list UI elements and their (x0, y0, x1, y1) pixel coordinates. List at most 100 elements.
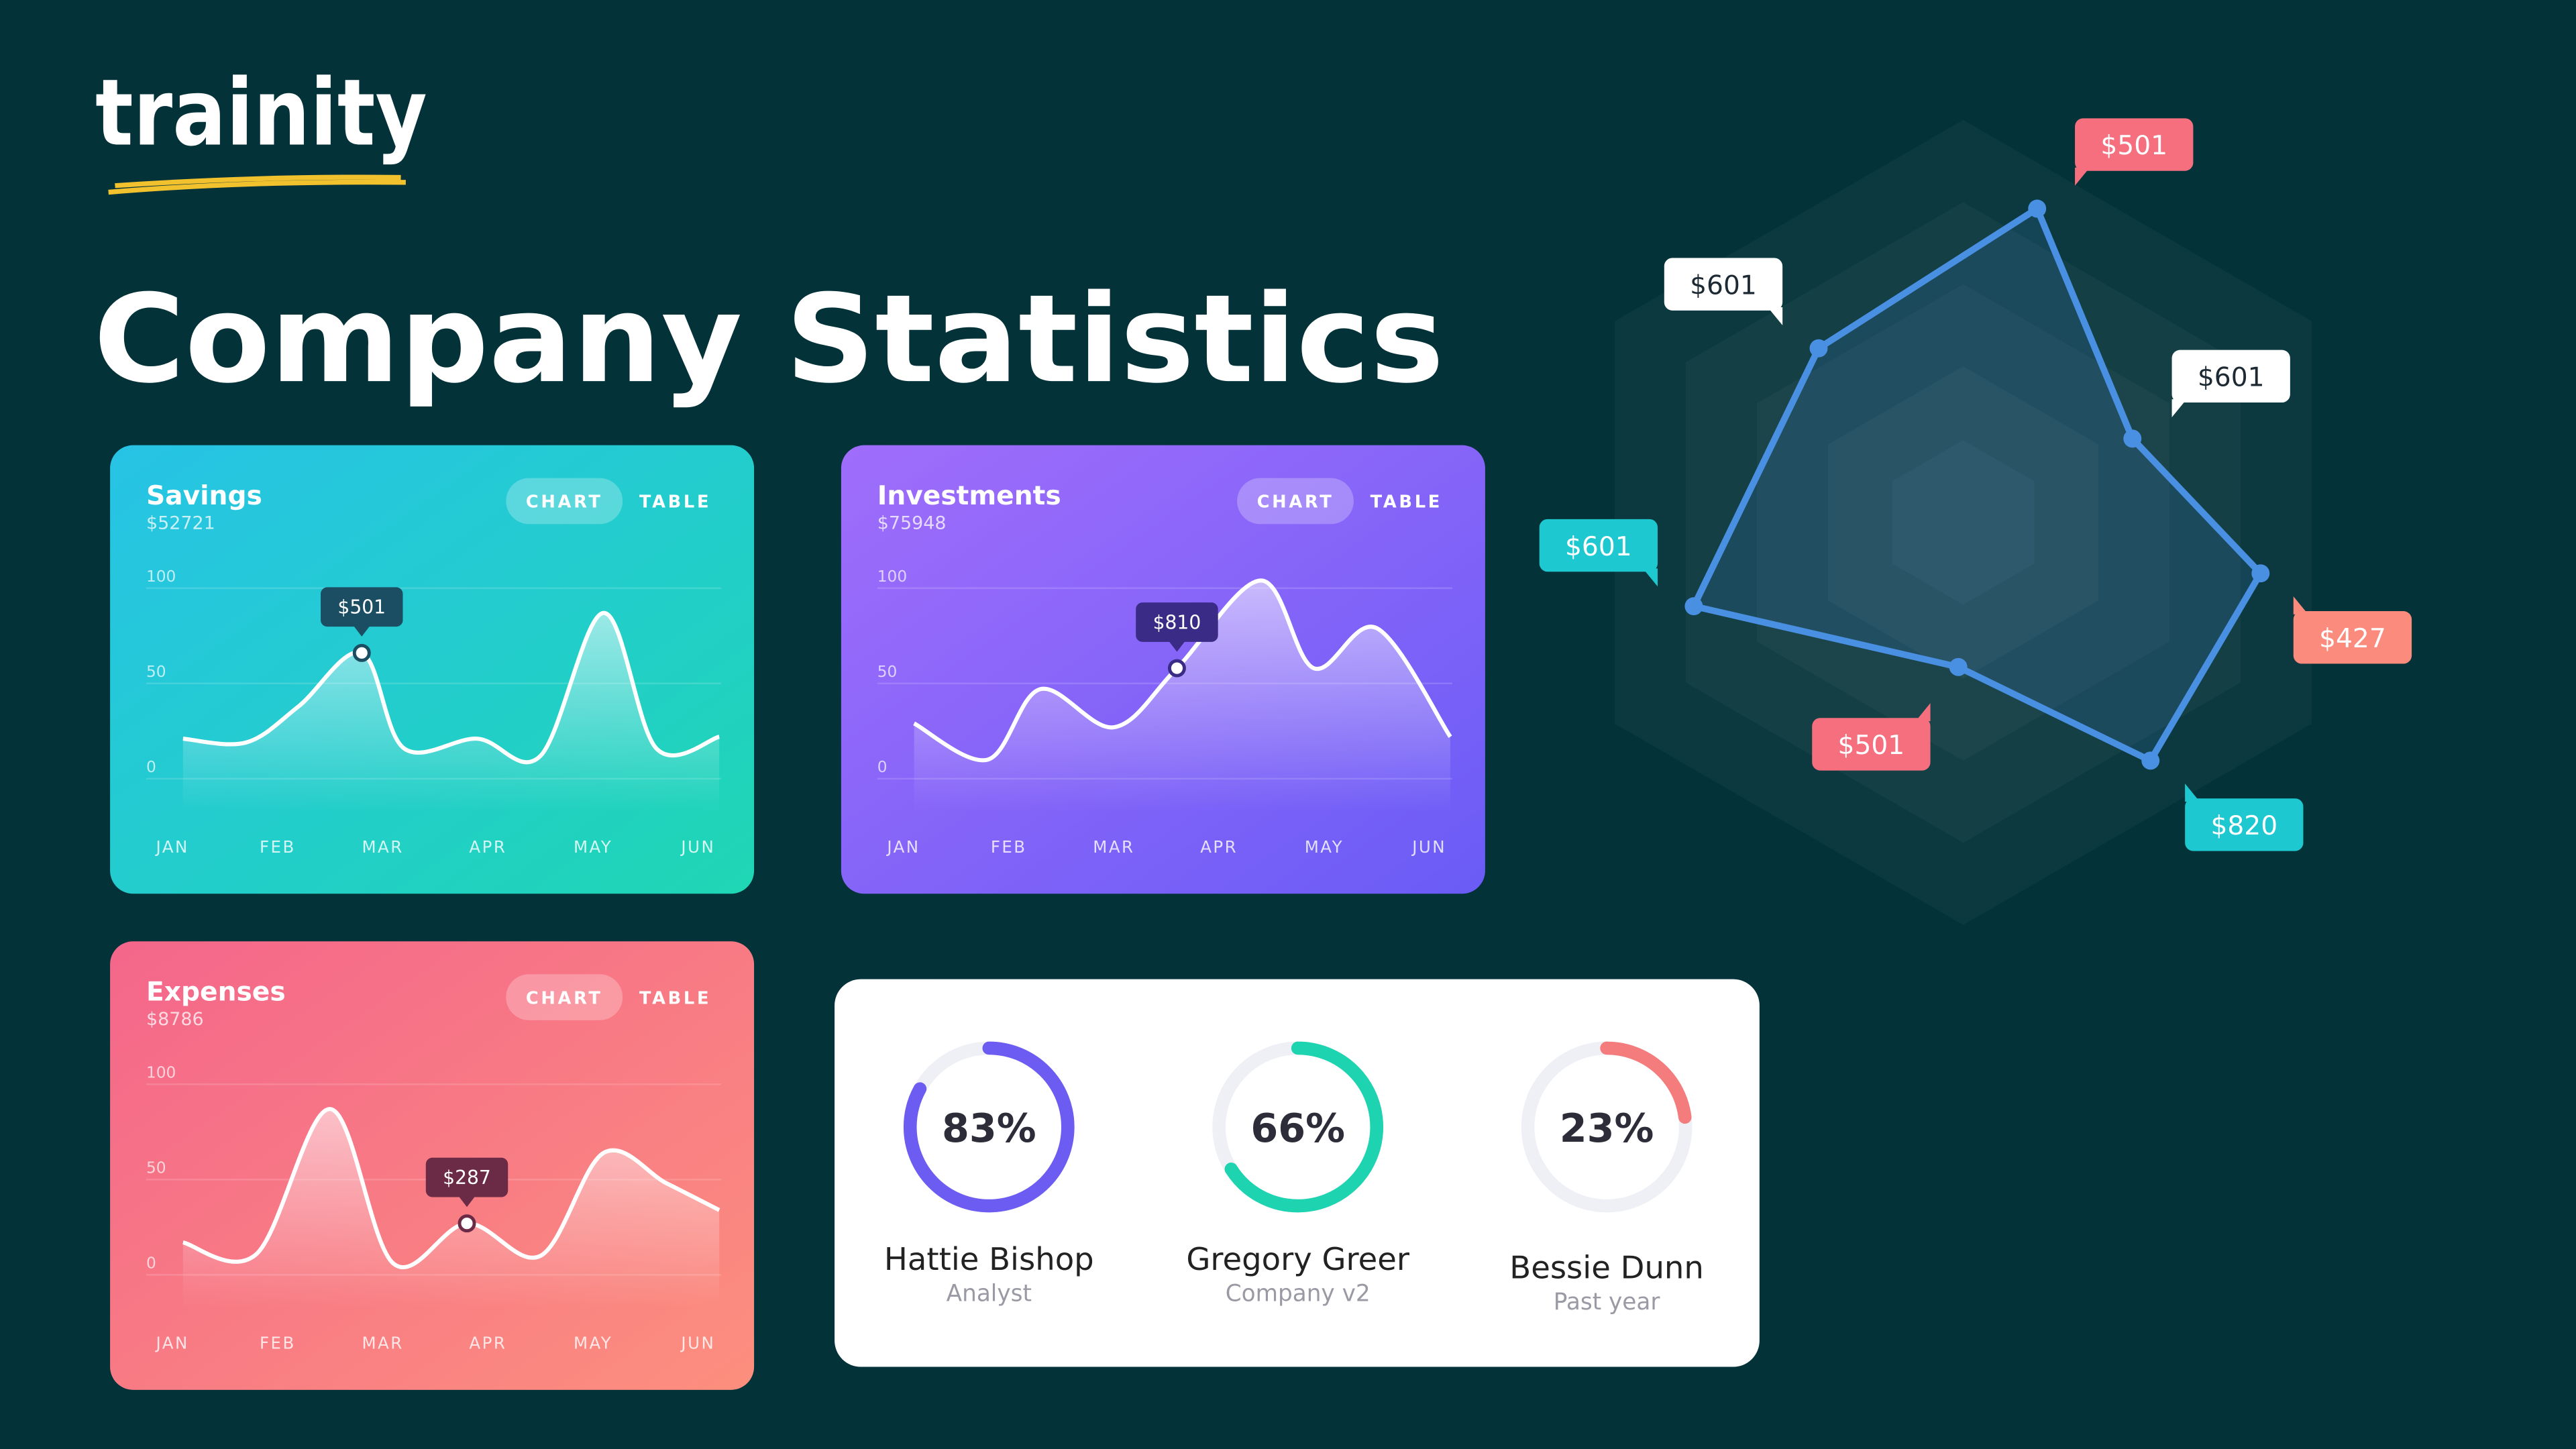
x-tick-label: FEB (260, 1334, 296, 1353)
radar-label: $820 (2210, 811, 2277, 841)
label-box (2075, 118, 2194, 171)
label-tail (1642, 568, 1658, 587)
heading: Company Statistics (94, 268, 1444, 410)
label-box (2185, 798, 2304, 851)
person-name: Bessie Dunn (1509, 1249, 1704, 1285)
radar-label: $601 (1690, 270, 1757, 301)
y-tick-label: 100 (146, 568, 176, 586)
label-tail (1768, 307, 1783, 325)
tooltip (425, 1157, 508, 1197)
x-tick-label: FEB (260, 837, 296, 857)
card-subtitle: $52721 (146, 513, 215, 534)
tab-pill (1237, 478, 1354, 525)
x-tick-label: MAY (1305, 837, 1344, 857)
tab-pill (506, 974, 623, 1020)
y-tick-label: 100 (146, 1064, 176, 1082)
radar-shape (1690, 205, 2264, 764)
label-box (1664, 258, 1783, 311)
x-tick-label: FEB (991, 837, 1027, 857)
tab-pill (506, 478, 623, 525)
radar-label: $601 (2198, 363, 2265, 393)
area (914, 580, 1450, 812)
tooltip-label: $501 (337, 596, 386, 619)
card-title: Investments (877, 481, 1061, 511)
radar-vertex (2141, 751, 2160, 770)
x-tick-label: JAN (885, 837, 920, 857)
x-tick-label: APR (1200, 837, 1238, 857)
x-tick-label: MAR (362, 837, 404, 857)
y-tick-label: 50 (146, 663, 166, 681)
y-tick-label: 0 (146, 758, 156, 776)
tooltip-tail (354, 625, 370, 637)
radar-vertex (1949, 657, 1968, 676)
annotation-point (352, 643, 371, 662)
tooltip-tail (458, 1196, 476, 1208)
x-tick-label: MAY (574, 837, 612, 857)
tab[interactable]: TABLE (639, 988, 711, 1008)
brand-underline (108, 174, 406, 195)
donut-value: 83% (942, 1105, 1036, 1151)
tooltip-label: $287 (443, 1167, 491, 1189)
person-name: Hattie Bishop (884, 1241, 1094, 1277)
donut-value: 66% (1250, 1105, 1345, 1151)
radar-label: $427 (2319, 624, 2386, 654)
label-tail (2185, 784, 2200, 802)
donut-card (835, 979, 1760, 1367)
radar-vertex (1809, 339, 1828, 358)
line (913, 578, 1452, 763)
y-tick-label: 50 (877, 663, 898, 681)
tab[interactable]: TABLE (1371, 492, 1442, 513)
tab[interactable]: TABLE (639, 492, 711, 513)
radar-label: $601 (1565, 532, 1632, 562)
label-box (2293, 611, 2412, 664)
card-title: Savings (146, 481, 262, 511)
label-box (1539, 519, 1658, 572)
area (182, 612, 720, 812)
line (182, 610, 720, 765)
x-tick-label: APR (469, 1334, 506, 1353)
label-tail (2293, 596, 2308, 614)
tab[interactable]: CHART (526, 988, 603, 1008)
y-tick-label: 0 (877, 758, 888, 776)
annotation-point (458, 1214, 476, 1233)
x-tick-label: APR (469, 837, 506, 857)
x-tick-label: MAR (1093, 837, 1134, 857)
annotation-point (1167, 659, 1186, 678)
radar-label: $501 (1838, 731, 1905, 761)
person-role: Analyst (947, 1281, 1032, 1307)
tab[interactable]: CHART (1257, 492, 1334, 513)
donut-value: 23% (1560, 1105, 1654, 1151)
person-role: Company v2 (1226, 1281, 1371, 1307)
radar-vertex (2123, 429, 2142, 448)
person-name: Gregory Greer (1186, 1241, 1410, 1277)
charts: Savings$52721 CHART TABLE 0 50 100 JAN FEB MAR AP… (110, 118, 2412, 1390)
tooltip (1136, 602, 1218, 642)
person-role: Past year (1554, 1289, 1661, 1316)
line (182, 1107, 720, 1270)
radar-label: $501 (2100, 131, 2167, 161)
card-subtitle: $8786 (146, 1009, 204, 1030)
area (182, 1109, 720, 1308)
card-title: Expenses (146, 977, 286, 1007)
brand: trainity (95, 60, 427, 167)
label-box (2171, 350, 2290, 402)
card-subtitle: $75948 (877, 513, 947, 534)
label-tail (2075, 167, 2090, 186)
donut-arc (1212, 1041, 1384, 1213)
y-tick-label: 50 (146, 1159, 166, 1177)
tooltip-label: $810 (1153, 611, 1201, 633)
tooltip-tail (1169, 641, 1185, 652)
x-tick-label: JAN (155, 837, 189, 857)
donut-arc (1521, 1041, 1693, 1213)
radar-vertex (2028, 199, 2047, 218)
donut-arc (903, 1041, 1075, 1213)
radar-vertex (2251, 564, 2270, 583)
radar-vertex (1684, 597, 1703, 616)
y-tick-label: 100 (877, 568, 907, 586)
x-tick-label: MAY (574, 1334, 612, 1353)
x-tick-label: MAR (362, 1334, 404, 1353)
x-tick-label: JAN (155, 1334, 189, 1353)
tab[interactable]: CHART (526, 492, 603, 513)
label-box (1812, 718, 1931, 771)
